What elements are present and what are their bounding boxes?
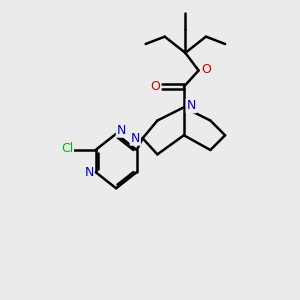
Text: N: N — [117, 124, 126, 137]
Text: O: O — [150, 80, 160, 93]
Text: N: N — [84, 166, 94, 178]
Text: N: N — [187, 99, 196, 112]
Text: Cl: Cl — [61, 142, 73, 155]
Text: N: N — [130, 132, 140, 145]
Text: O: O — [201, 63, 211, 76]
